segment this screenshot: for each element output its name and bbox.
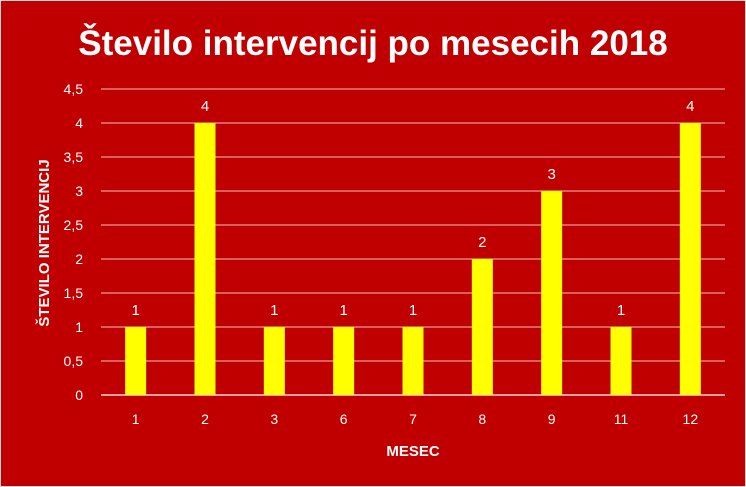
bar	[125, 327, 147, 395]
x-tick-label: 11	[614, 411, 629, 427]
data-label: 3	[547, 166, 555, 183]
bar	[541, 191, 563, 395]
data-label: 1	[409, 302, 417, 319]
x-tick-label: 12	[683, 411, 699, 427]
data-label: 1	[131, 302, 139, 319]
y-axis-title: ŠTEVILO INTERVENCIJ	[35, 159, 53, 326]
data-label: 1	[339, 302, 347, 319]
bar	[402, 327, 424, 395]
bars	[125, 123, 701, 395]
x-tick-label: 3	[270, 411, 278, 427]
y-tick-label: 0	[75, 387, 83, 403]
x-tick-label: 9	[548, 411, 556, 427]
x-axis-title: MESEC	[386, 443, 440, 460]
x-tick-label: 6	[340, 411, 348, 427]
y-tick-label: 2	[75, 251, 83, 267]
data-labels: 1 4 1 1 1 2 3 1 4	[131, 98, 694, 319]
bar	[263, 327, 285, 395]
y-tick-label: 0,5	[64, 353, 84, 369]
x-tick-label: 1	[132, 411, 140, 427]
bar	[679, 123, 701, 395]
data-label: 1	[270, 302, 278, 319]
data-label: 4	[201, 98, 209, 115]
y-tick-label: 1,5	[64, 285, 84, 301]
bar	[471, 259, 493, 395]
y-tick-label: 4,5	[64, 81, 84, 97]
bar	[333, 327, 355, 395]
bar	[194, 123, 216, 395]
y-tick-label: 2,5	[64, 217, 84, 233]
y-axis-ticks: 0 0,5 1 1,5 2 2,5 3 3,5 4 4,5	[64, 81, 84, 403]
x-tick-label: 2	[201, 411, 209, 427]
y-tick-label: 3	[75, 183, 83, 199]
x-tick-label: 7	[409, 411, 417, 427]
x-axis-ticks: 1 2 3 6 7 8 9 11 12	[132, 411, 699, 427]
data-label: 1	[617, 302, 625, 319]
y-tick-label: 4	[75, 115, 83, 131]
y-tick-label: 3,5	[64, 149, 84, 165]
chart-title: Število intervencij po mesecih 2018	[78, 23, 667, 63]
data-label: 2	[478, 234, 486, 251]
data-label: 4	[686, 98, 694, 115]
x-tick-label: 8	[478, 411, 486, 427]
y-tick-label: 1	[75, 319, 83, 335]
bar	[610, 327, 632, 395]
